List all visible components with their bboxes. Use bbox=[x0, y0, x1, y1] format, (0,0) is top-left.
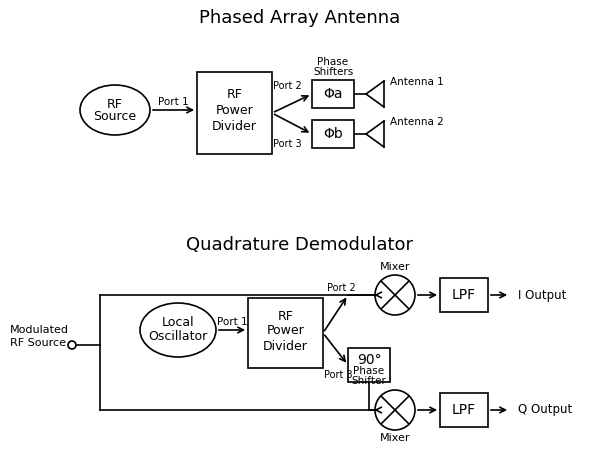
Text: Mixer: Mixer bbox=[380, 433, 410, 443]
Circle shape bbox=[68, 341, 76, 349]
Text: Phase: Phase bbox=[353, 366, 385, 376]
Text: Oscillator: Oscillator bbox=[148, 331, 208, 344]
Text: RF Source: RF Source bbox=[10, 338, 66, 348]
Text: Antenna 2: Antenna 2 bbox=[390, 117, 444, 127]
Text: Port 2: Port 2 bbox=[326, 283, 355, 293]
Bar bbox=[348, 348, 390, 382]
Circle shape bbox=[375, 390, 415, 430]
Text: Local: Local bbox=[161, 317, 194, 330]
Text: Divider: Divider bbox=[263, 340, 308, 353]
Text: Phased Array Antenna: Phased Array Antenna bbox=[199, 9, 401, 27]
Text: Q Output: Q Output bbox=[518, 403, 572, 417]
Bar bbox=[440, 393, 488, 427]
Text: Shifters: Shifters bbox=[313, 67, 353, 77]
Text: Port 1: Port 1 bbox=[217, 317, 247, 327]
Text: LPF: LPF bbox=[452, 288, 476, 302]
Text: Mixer: Mixer bbox=[380, 262, 410, 272]
Bar bbox=[197, 72, 272, 154]
Text: Port 1: Port 1 bbox=[158, 97, 189, 107]
Text: LPF: LPF bbox=[452, 403, 476, 417]
Bar bbox=[312, 80, 354, 108]
Text: Source: Source bbox=[94, 111, 137, 123]
Text: 90°: 90° bbox=[356, 353, 382, 367]
Text: Quadrature Demodulator: Quadrature Demodulator bbox=[187, 236, 413, 254]
Text: RF: RF bbox=[107, 98, 123, 111]
Text: Antenna 1: Antenna 1 bbox=[390, 77, 444, 87]
Text: I Output: I Output bbox=[518, 289, 566, 302]
Text: Divider: Divider bbox=[212, 120, 257, 133]
Text: Port 3: Port 3 bbox=[272, 139, 301, 149]
Text: Port 3: Port 3 bbox=[323, 370, 352, 380]
Text: Power: Power bbox=[266, 325, 304, 338]
Text: Φa: Φa bbox=[323, 87, 343, 101]
Bar bbox=[312, 120, 354, 148]
Text: RF: RF bbox=[227, 87, 242, 100]
Text: Power: Power bbox=[215, 104, 253, 116]
Ellipse shape bbox=[80, 85, 150, 135]
Text: Port 2: Port 2 bbox=[272, 81, 301, 91]
Bar bbox=[248, 298, 323, 368]
Bar bbox=[440, 278, 488, 312]
Text: Shifter: Shifter bbox=[352, 376, 386, 386]
Text: Phase: Phase bbox=[317, 57, 349, 67]
Text: Φb: Φb bbox=[323, 127, 343, 141]
Circle shape bbox=[375, 275, 415, 315]
Text: Modulated: Modulated bbox=[10, 325, 69, 335]
Ellipse shape bbox=[140, 303, 216, 357]
Text: RF: RF bbox=[278, 310, 293, 323]
